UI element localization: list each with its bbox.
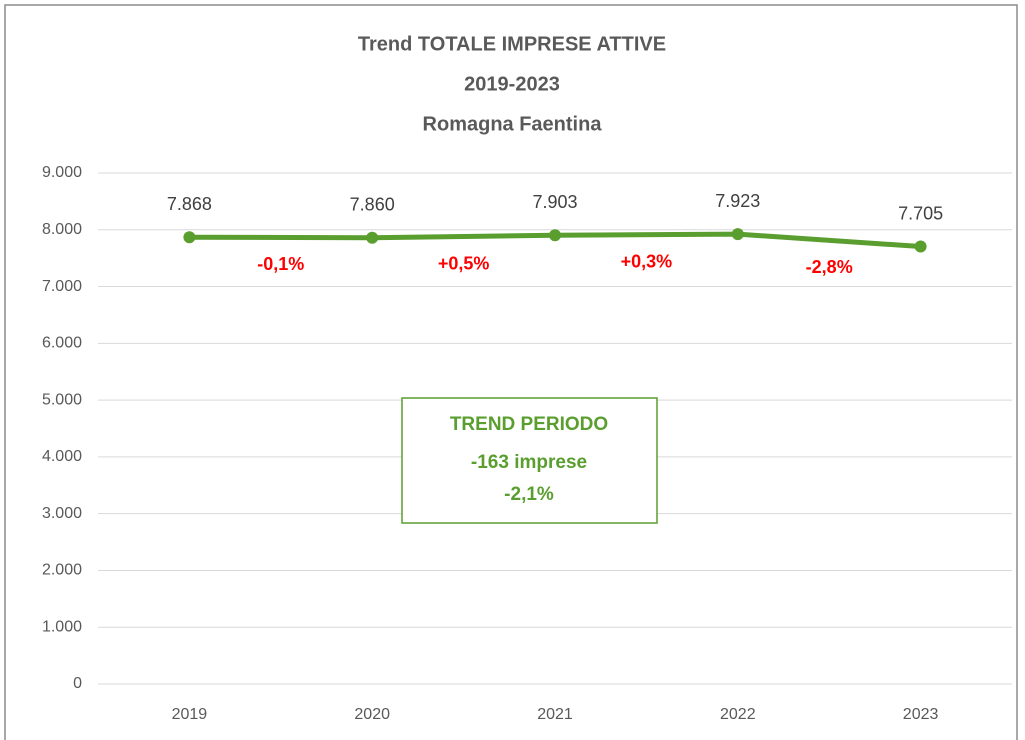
chart-title: Trend TOTALE IMPRESE ATTIVE: [358, 33, 666, 55]
chart-title: Romagna Faentina: [423, 113, 603, 135]
data-label: 7.903: [532, 192, 577, 212]
y-tick-label: 5.000: [42, 391, 82, 408]
summary-box: [401, 397, 658, 524]
x-tick-label: 2021: [537, 706, 573, 723]
y-tick-label: 3.000: [42, 505, 82, 522]
chart-border: [4, 4, 1018, 740]
summary-text: -163 imprese: [471, 452, 587, 473]
data-label: 7.923: [715, 191, 760, 211]
y-tick-label: 7.000: [42, 278, 82, 295]
annotation: -2,8%: [806, 257, 853, 277]
x-tick-label: 2020: [354, 706, 390, 723]
y-tick-label: 4.000: [42, 448, 82, 465]
data-label: 7.868: [167, 194, 212, 214]
x-tick-label: 2023: [903, 706, 939, 723]
chart-title: 2019-2023: [464, 73, 560, 95]
annotation: +0,5%: [438, 253, 490, 273]
y-tick-label: 2.000: [42, 562, 82, 579]
summary-text: -2,1%: [504, 484, 554, 505]
y-tick-label: 0: [73, 675, 82, 692]
summary-text: TREND PERIODO: [450, 414, 608, 435]
x-tick-label: 2022: [720, 706, 756, 723]
y-tick-label: 1.000: [42, 618, 82, 635]
y-tick-label: 8.000: [42, 221, 82, 238]
data-label: 7.860: [350, 194, 395, 214]
y-tick-label: 9.000: [42, 164, 82, 181]
annotation: -0,1%: [257, 254, 304, 274]
data-label: 7.705: [898, 203, 943, 223]
marker: [183, 231, 196, 244]
marker: [914, 240, 927, 253]
marker: [366, 231, 379, 244]
x-tick-label: 2019: [172, 706, 208, 723]
marker: [549, 229, 561, 242]
y-tick-label: 6.000: [42, 335, 82, 352]
annotation: +0,3%: [621, 251, 673, 271]
marker: [731, 228, 744, 241]
